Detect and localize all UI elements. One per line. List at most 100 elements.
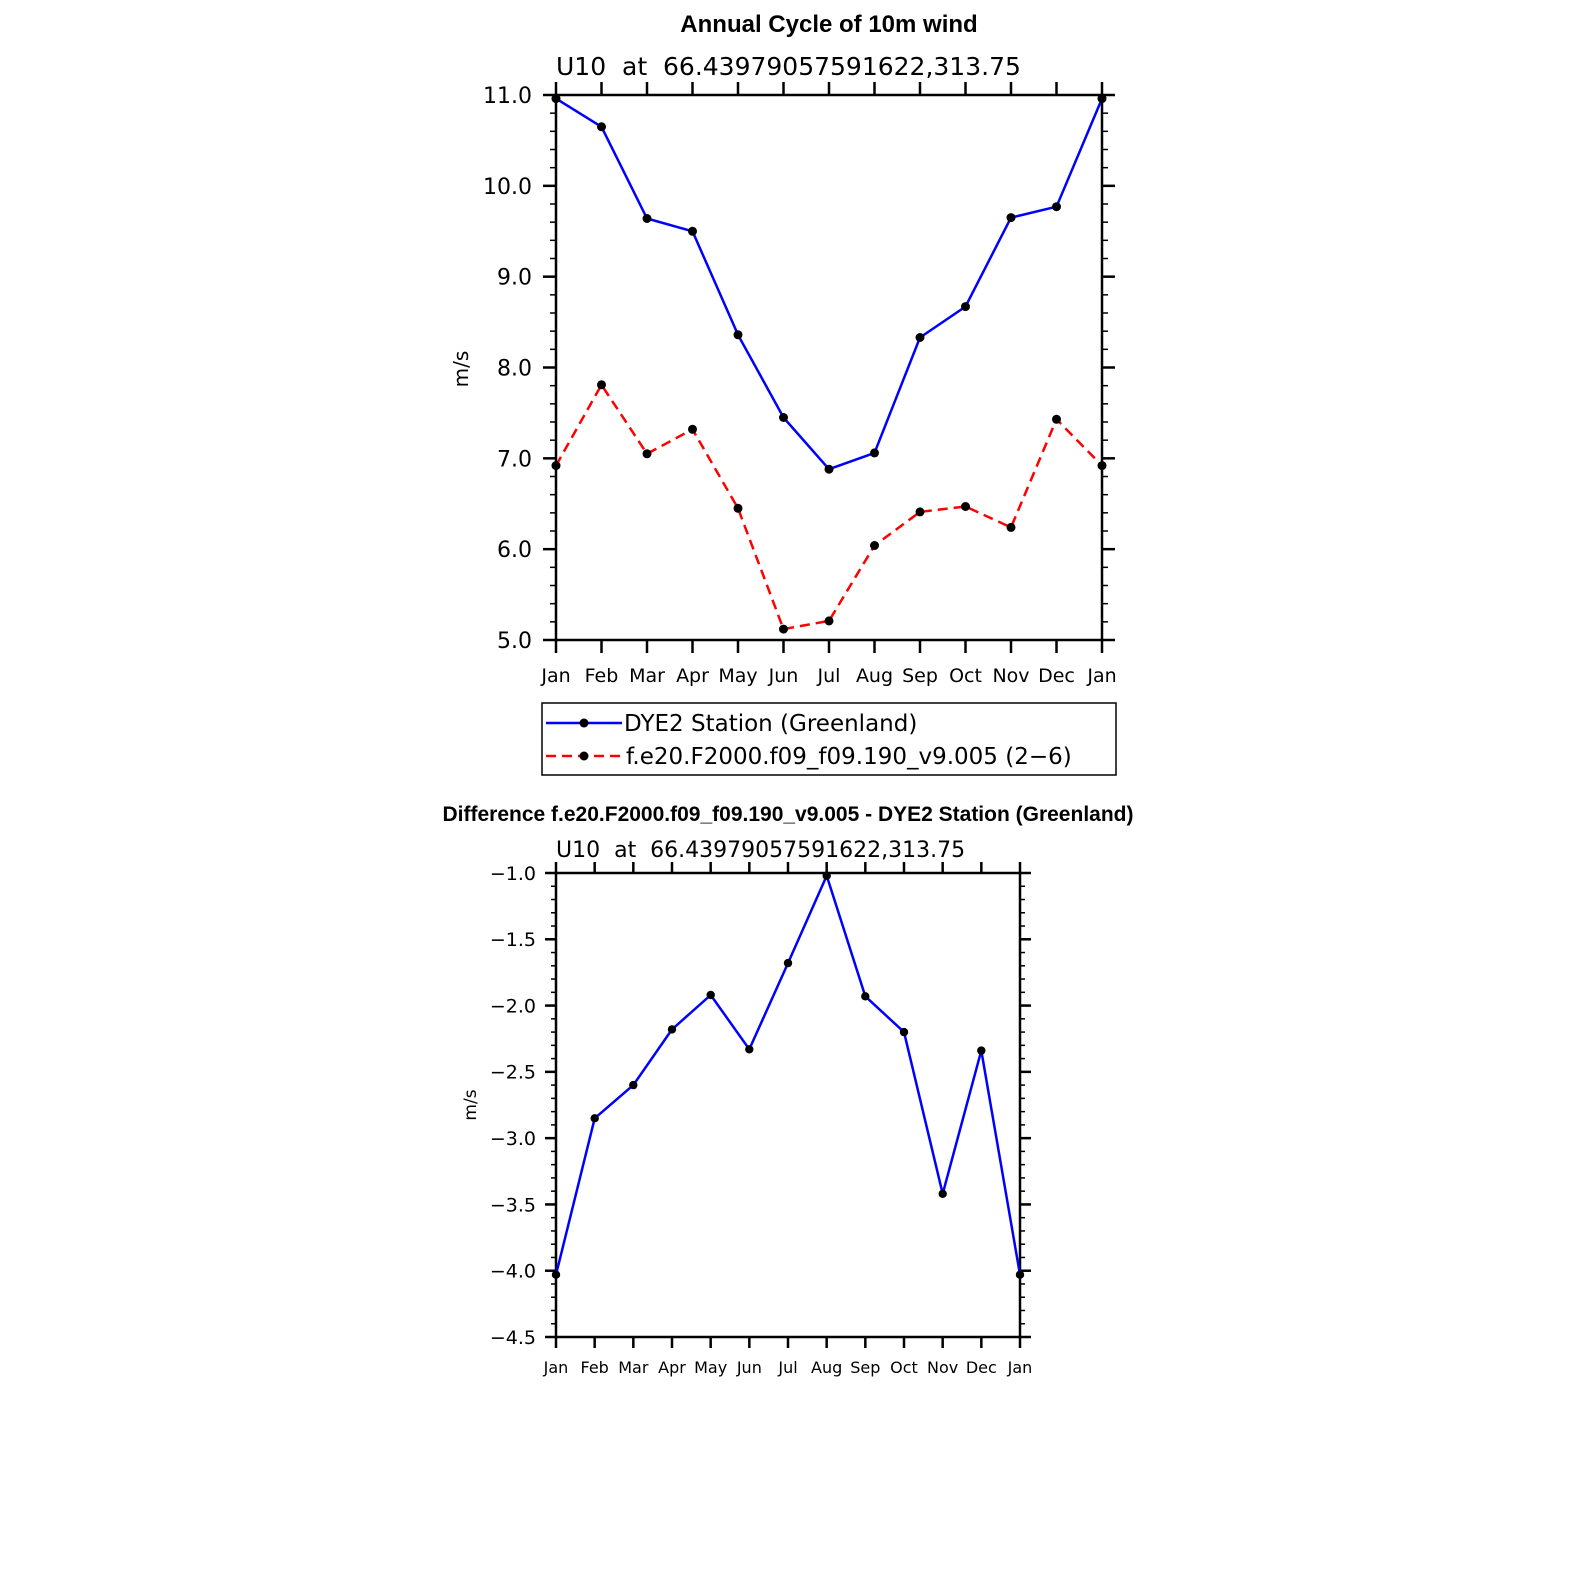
x-tick-label: Jun xyxy=(768,665,799,687)
y-tick-label: −3.5 xyxy=(490,1194,536,1216)
data-point xyxy=(551,94,561,104)
data-point xyxy=(779,624,788,634)
legend-label: DYE2 Station (Greenland) xyxy=(624,711,917,737)
x-tick-label: Feb xyxy=(581,1358,609,1377)
series-line xyxy=(555,97,1104,471)
x-tick-label: Apr xyxy=(676,665,709,687)
data-point xyxy=(745,1045,754,1054)
x-tick-label: Nov xyxy=(992,665,1029,687)
legend-marker xyxy=(579,751,589,761)
data-point xyxy=(597,380,606,390)
y-axis-label: m/s xyxy=(449,351,473,388)
x-tick-label: Jan xyxy=(543,1358,569,1377)
x-tick-label: May xyxy=(694,1358,727,1377)
x-tick-label: Dec xyxy=(1038,665,1075,687)
data-point xyxy=(977,1046,986,1055)
data-point xyxy=(667,1025,677,1034)
x-tick-label: Aug xyxy=(811,1358,842,1377)
data-point xyxy=(824,464,834,474)
x-tick-label: Dec xyxy=(966,1358,997,1377)
plot-area: Jan Feb Mar Apr May Jun Jul Aug Sep Oct Nov Dec Jan −… xyxy=(490,862,1032,1377)
data-point xyxy=(822,871,831,880)
legend-box xyxy=(541,702,1117,776)
data-point xyxy=(915,333,925,342)
y-tick-label: 9.0 xyxy=(497,266,532,291)
y-tick-label: 8.0 xyxy=(497,356,532,381)
legend: DYE2 Station (Greenland) f.e20.F2000.f09… xyxy=(541,702,1117,776)
data-point xyxy=(642,449,652,459)
y-tick-label: −2.5 xyxy=(490,1062,536,1084)
plot-frame xyxy=(554,93,1104,642)
plot-series xyxy=(551,94,1107,634)
series-line xyxy=(554,383,1103,631)
data-point xyxy=(688,424,697,434)
y-tick-label: −4.0 xyxy=(490,1261,536,1283)
x-tick-label: Sep xyxy=(902,665,938,687)
x-tick-label: Jun xyxy=(736,1358,762,1377)
x-tick-label: Oct xyxy=(949,665,982,687)
data-point xyxy=(961,502,970,511)
chart-subtitle: U10 at 66.43979057591622,313.75 xyxy=(556,52,1021,81)
chart-title: Difference f.e20.F2000.f09_f09.190_v9.00… xyxy=(443,803,1134,826)
x-tick-label: Jan xyxy=(1007,1358,1033,1377)
y-tick-label: 10.0 xyxy=(483,175,532,200)
data-point xyxy=(688,226,697,236)
y-tick-label: −3.0 xyxy=(490,1128,536,1150)
chart-subtitle: U10 at 66.43979057591622,313.75 xyxy=(556,838,965,863)
data-point xyxy=(642,214,652,223)
data-point xyxy=(870,448,879,458)
x-tick-label: Apr xyxy=(658,1358,686,1377)
x-tick-label: Aug xyxy=(856,665,893,687)
data-point xyxy=(961,302,970,312)
data-point xyxy=(597,122,606,132)
legend-entry: DYE2 Station (Greenland) xyxy=(546,711,917,737)
legend-label: f.e20.F2000.f09_f09.190_v9.005 (2−6) xyxy=(626,744,1072,770)
plot-series xyxy=(551,871,1025,1279)
x-tick-label: Jan xyxy=(540,665,570,687)
data-point xyxy=(706,990,715,1000)
data-point xyxy=(590,1114,599,1123)
chart-difference: Difference f.e20.F2000.f09_f09.190_v9.00… xyxy=(443,803,1134,1377)
chart-title: Annual Cycle of 10m wind xyxy=(680,11,977,38)
y-axis-label: m/s xyxy=(461,1089,481,1120)
data-point xyxy=(1006,522,1016,532)
data-point xyxy=(915,507,925,517)
chart-annual-cycle: Annual Cycle of 10m wind U10 at 66.43979… xyxy=(449,11,1117,776)
legend-marker xyxy=(579,718,589,728)
y-tick-label: −1.0 xyxy=(490,863,536,885)
x-tick-label: Nov xyxy=(927,1358,958,1377)
x-tick-label: Feb xyxy=(585,665,619,687)
x-tick-label: Jul xyxy=(777,1358,797,1377)
y-tick-label: 6.0 xyxy=(497,538,532,563)
legend-entry: f.e20.F2000.f09_f09.190_v9.005 (2−6) xyxy=(546,744,1072,770)
x-tick-label: Mar xyxy=(629,665,665,687)
data-point xyxy=(824,616,834,626)
plot-frame xyxy=(554,871,1022,1339)
y-tick-label: −1.5 xyxy=(490,929,536,951)
data-point xyxy=(1015,1270,1025,1279)
y-tick-label: 11.0 xyxy=(483,84,532,109)
data-point xyxy=(870,541,879,550)
data-point xyxy=(629,1080,638,1090)
data-point xyxy=(938,1189,947,1199)
data-point xyxy=(1097,94,1107,104)
data-point xyxy=(1052,414,1061,424)
y-tick-label: −2.0 xyxy=(490,995,536,1017)
data-point xyxy=(899,1027,909,1037)
y-tick-label: 7.0 xyxy=(497,447,532,472)
data-point xyxy=(551,1270,561,1279)
x-tick-label: Mar xyxy=(618,1358,649,1377)
plot-area: Jan Feb Mar Apr May Jun Jul Aug Sep Oct Nov Dec Jan 5… xyxy=(483,82,1117,687)
data-point xyxy=(551,461,561,471)
data-point xyxy=(733,503,743,513)
x-tick-label: Jul xyxy=(817,665,841,687)
data-point xyxy=(861,992,870,1001)
x-tick-label: Jan xyxy=(1086,665,1116,687)
x-tick-label: Sep xyxy=(850,1358,880,1377)
data-point xyxy=(1097,461,1107,471)
data-point xyxy=(779,413,788,422)
data-point xyxy=(1006,213,1016,223)
x-tick-label: Oct xyxy=(890,1358,918,1377)
data-point xyxy=(783,958,793,968)
